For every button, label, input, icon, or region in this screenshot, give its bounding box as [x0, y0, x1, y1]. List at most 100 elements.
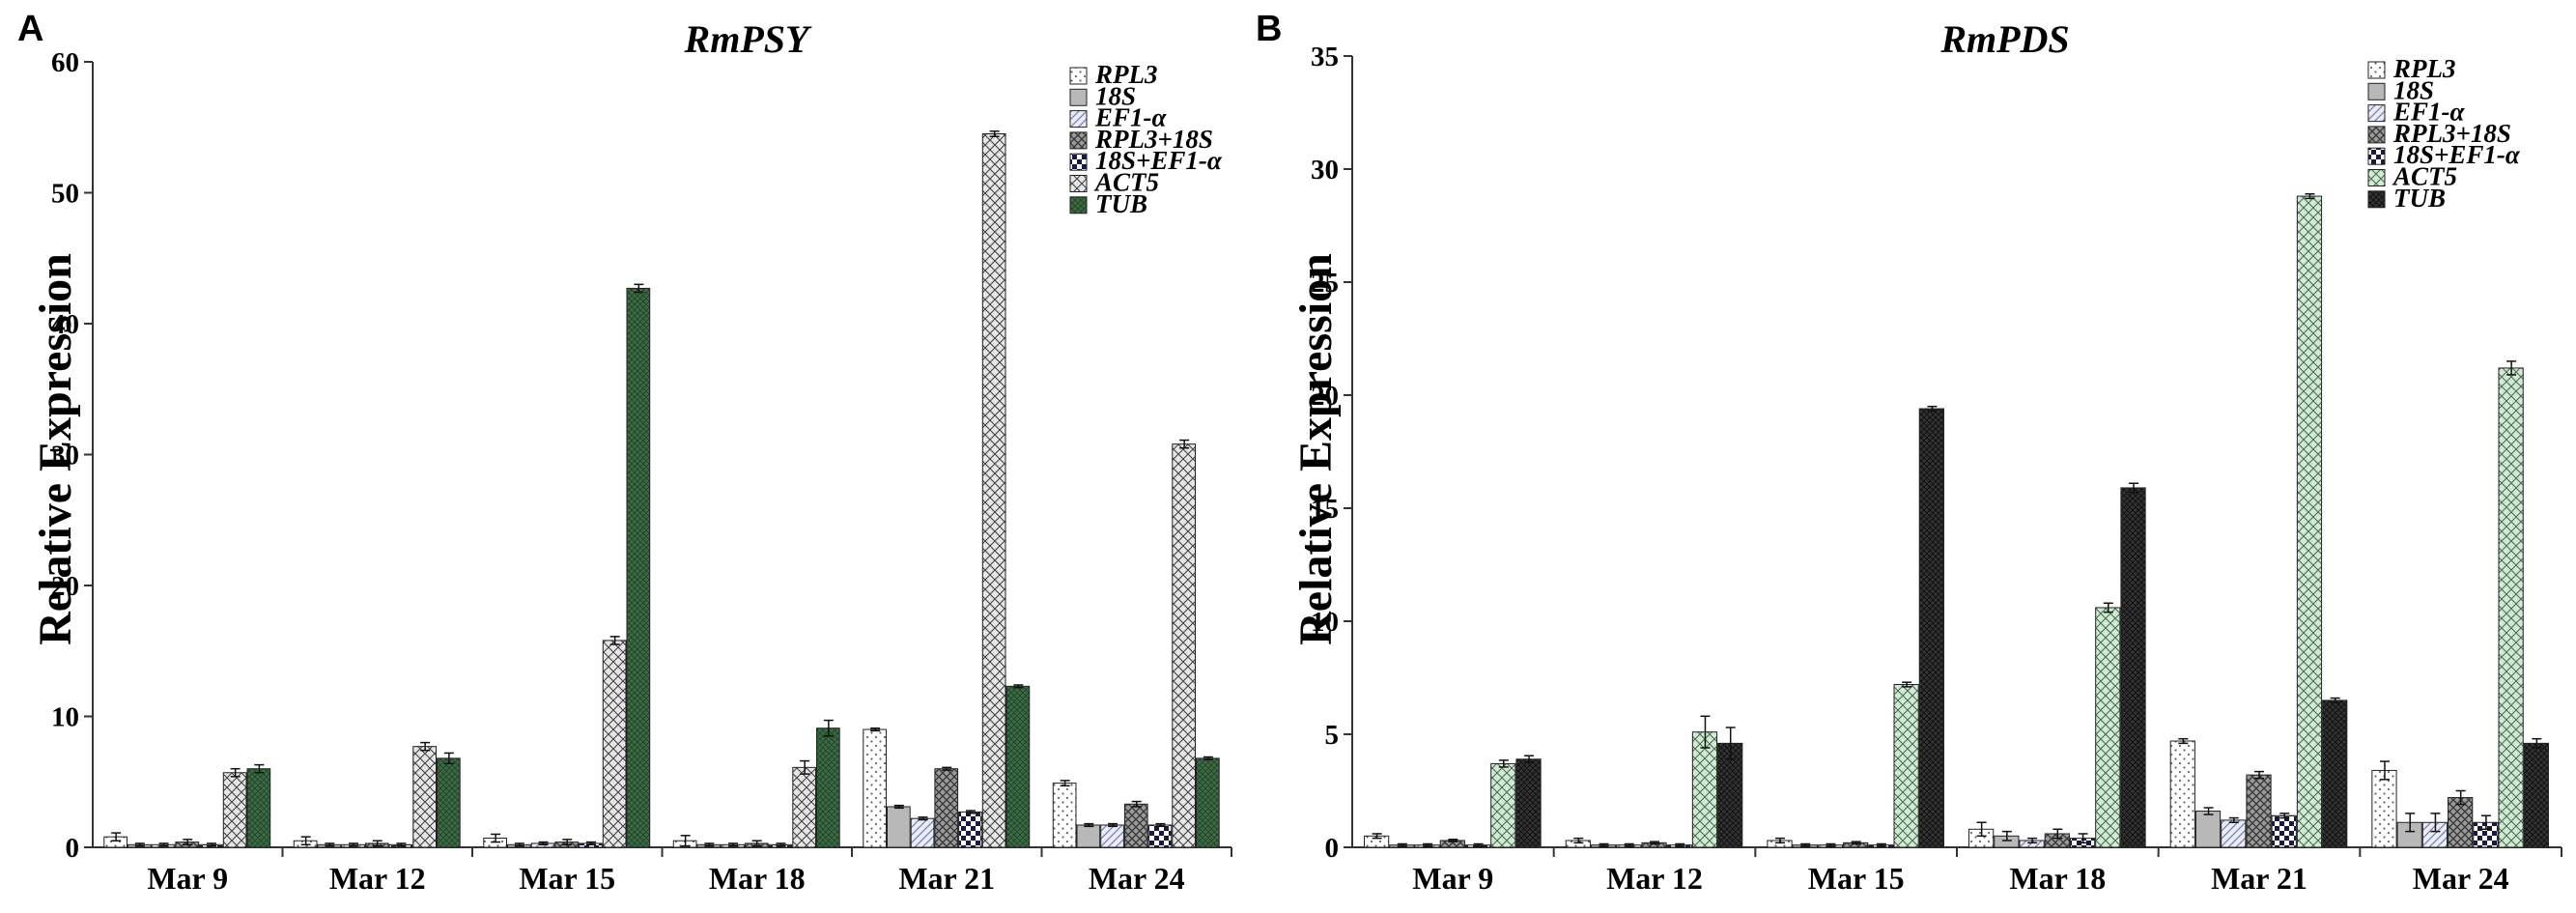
- error-bar-ef1-mar-15: [538, 841, 549, 846]
- legend-label: 18S+EF1-α: [2393, 140, 2521, 169]
- bar-tub-mar-18: [2120, 487, 2146, 848]
- error-bar-rpl3-mar-15: [1774, 837, 1785, 844]
- bar-tub-mar-15: [626, 287, 651, 848]
- error-bar-tub-mar-24: [2532, 737, 2542, 749]
- error-bar-tub-mar-15: [1927, 405, 1938, 413]
- legend-item-rpl3-18s: RPL3+18S: [1069, 125, 1213, 154]
- error-bar-18s-ef1-mar-12: [396, 842, 407, 847]
- bar-tub-mar-24: [2523, 742, 2549, 848]
- legend-label: 18S: [2393, 75, 2434, 104]
- y-tick-label: 40: [51, 309, 79, 340]
- error-bar-tub-mar-9: [1524, 755, 1535, 763]
- chart-panel-b: B RmPDS Relative Expression 0 5 10 15 20 25 30…: [1256, 9, 2562, 896]
- bar-tub-mar-12: [437, 757, 461, 848]
- error-bar-18s-ef1-mar-9: [1473, 842, 1484, 847]
- error-bar-ef1-mar-24: [1108, 822, 1118, 828]
- legend-label: 18S+EF1-α: [1095, 146, 1223, 175]
- error-bar-ef1-mar-15: [1826, 842, 1836, 847]
- error-bar-18s-ef1-mar-24: [2480, 814, 2491, 831]
- error-bar-ef1-mar-21: [918, 816, 928, 821]
- bar-rpl3-18s-mar-24: [1123, 803, 1148, 848]
- error-bar-rpl3-mar-9: [111, 832, 122, 842]
- x-tick-label: Mar 9: [147, 861, 228, 896]
- error-bar-18s-mar-12: [1599, 842, 1609, 847]
- error-bar-18s-mar-18: [2001, 830, 2012, 842]
- plot-area-b: 0 5 10 15 20 25 30 35 Mar 9 Mar 12 Mar 15 Mar 18 Mar…: [1311, 42, 2562, 896]
- bar-tub-mar-18: [816, 728, 840, 848]
- error-bar-tub-mar-21: [2330, 697, 2340, 703]
- error-bar-tub-mar-21: [1013, 684, 1024, 689]
- bar-act5-mar-18: [792, 766, 817, 848]
- bar-tub-mar-21: [1005, 685, 1031, 848]
- bar-act5-mar-12: [1691, 731, 1718, 848]
- bar-act5-mar-15: [1893, 684, 1919, 848]
- legend-swatch: [1069, 67, 1088, 85]
- bar-tub-mar-21: [2322, 699, 2348, 848]
- error-bar-18s-mar-9: [134, 842, 145, 847]
- error-bar-18s-mar-12: [325, 842, 335, 847]
- bar-rpl3-18s-mar-24: [2448, 797, 2474, 848]
- bar-18s-mar-21: [886, 806, 911, 848]
- error-bar-18s-ef1-mar-21: [965, 810, 976, 814]
- error-bar-act5-mar-24: [1179, 439, 1190, 449]
- error-bar-act5-mar-18: [2103, 602, 2113, 613]
- x-tick-label: Mar 24: [2413, 861, 2509, 896]
- bar-rpl3-mar-24: [2371, 769, 2397, 848]
- legend-label: RPL3+18S: [1094, 125, 1213, 154]
- bar-ef1-mar-21: [2221, 819, 2247, 848]
- error-bar-rpl3-18s-mar-21: [942, 766, 952, 771]
- bar-act5-mar-9: [1490, 762, 1516, 848]
- legend-item-tub: TUB: [2367, 184, 2446, 213]
- error-bar-ef1-mar-9: [158, 842, 169, 847]
- error-bar-rpl3-18s-mar-9: [1448, 839, 1458, 842]
- legend-swatch: [2367, 82, 2386, 100]
- error-bar-tub-mar-18: [2129, 482, 2139, 494]
- error-bar-tub-mar-12: [443, 752, 454, 765]
- x-tick-label: Mar 15: [1808, 861, 1905, 896]
- legend-item-18s-ef1: 18S+EF1-α: [2367, 140, 2521, 169]
- error-bar-18s-mar-9: [1397, 842, 1407, 847]
- bar-rpl3-18s-mar-21: [2246, 774, 2272, 848]
- x-tick-label: Mar 18: [709, 861, 806, 896]
- bar-18s-mar-24: [1076, 824, 1101, 848]
- legend-swatch: [2367, 190, 2386, 209]
- error-bar-act5-mar-24: [2506, 360, 2517, 376]
- legend-item-rpl3: RPL3: [2367, 54, 2456, 83]
- y-tick-label: 20: [1311, 381, 1339, 412]
- legend-item-rpl3: RPL3: [1069, 60, 1158, 89]
- error-bar-18s-mar-24: [1084, 822, 1094, 828]
- legend-swatch: [2367, 104, 2386, 123]
- error-bar-rpl3-18s-mar-12: [372, 840, 382, 847]
- x-tick-label: Mar 18: [2009, 861, 2106, 896]
- panel-label-b: B: [1256, 9, 1282, 49]
- bar-tub-mar-9: [1515, 758, 1542, 848]
- y-tick-label: 30: [51, 441, 79, 471]
- bar-act5-mar-12: [412, 746, 438, 848]
- error-bar-18s-ef1-mar-12: [1675, 842, 1685, 847]
- x-tick-label: Mar 21: [2211, 861, 2307, 896]
- legend-label: EF1-α: [2392, 98, 2466, 127]
- error-bar-ef1-mar-12: [349, 842, 359, 847]
- bar-act5-mar-24: [2498, 367, 2524, 848]
- legend-swatch: [2367, 61, 2386, 79]
- legend-label: RPL3: [1094, 60, 1158, 89]
- legend-swatch: [1069, 88, 1088, 106]
- legend-label: ACT5: [2392, 162, 2457, 191]
- error-bar-18s-mar-15: [1800, 842, 1811, 847]
- y-tick-label: 0: [66, 833, 80, 864]
- legend-label: TUB: [2393, 184, 2446, 213]
- legend-label: RPL3+18S: [2392, 119, 2511, 148]
- error-bar-rpl3-mar-21: [2178, 737, 2189, 745]
- bar-act5-mar-9: [222, 772, 247, 848]
- error-bar-18s-ef1-mar-9: [206, 842, 216, 847]
- error-bar-act5-mar-9: [230, 767, 241, 778]
- legend-item-ef1: EF1-α: [1069, 103, 1168, 132]
- y-tick-label: 20: [51, 571, 79, 602]
- x-tick-label: Mar 12: [1606, 861, 1703, 896]
- error-bar-18s-ef1-mar-21: [2279, 813, 2290, 819]
- bar-tub-mar-9: [246, 768, 271, 848]
- legend-label: ACT5: [1093, 168, 1159, 197]
